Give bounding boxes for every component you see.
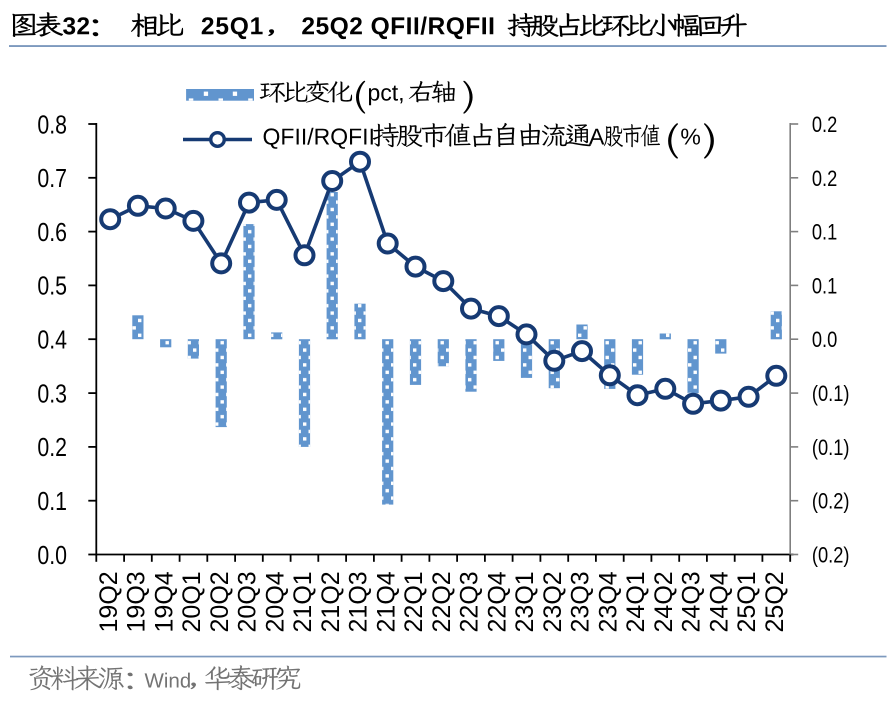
svg-text:20Q3: 20Q3	[234, 571, 262, 632]
svg-text:21Q1: 21Q1	[289, 571, 317, 632]
svg-text:20Q2: 20Q2	[206, 571, 234, 632]
svg-text:24Q2: 24Q2	[650, 571, 678, 632]
svg-text:0.2: 0.2	[812, 113, 837, 137]
svg-text:0.6: 0.6	[37, 218, 67, 248]
svg-text:0.1: 0.1	[812, 221, 837, 245]
svg-text:24Q4: 24Q4	[705, 571, 733, 632]
svg-text:22Q4: 22Q4	[483, 571, 511, 632]
svg-text:0.8: 0.8	[37, 110, 67, 140]
svg-text:19Q3: 19Q3	[123, 571, 151, 632]
svg-text:20Q4: 20Q4	[261, 571, 289, 632]
svg-text:21Q3: 21Q3	[345, 571, 373, 632]
svg-text:0.0: 0.0	[37, 541, 67, 571]
svg-text:0.1: 0.1	[812, 275, 837, 299]
svg-text:0.3: 0.3	[37, 379, 67, 409]
svg-text:19Q2: 19Q2	[95, 571, 123, 632]
svg-text:21Q2: 21Q2	[317, 571, 345, 632]
svg-text:(0.2): (0.2)	[812, 544, 850, 568]
svg-text:22Q1: 22Q1	[400, 571, 428, 632]
svg-text:21Q4: 21Q4	[372, 571, 400, 632]
svg-text:23Q2: 23Q2	[539, 571, 567, 632]
svg-text:23Q4: 23Q4	[594, 571, 622, 632]
svg-text:0.5: 0.5	[37, 272, 67, 302]
svg-text:19Q4: 19Q4	[150, 571, 178, 632]
svg-text:0.4: 0.4	[37, 326, 67, 356]
svg-text:24Q1: 24Q1	[622, 571, 650, 632]
svg-text:23Q3: 23Q3	[567, 571, 595, 632]
svg-text:0.7: 0.7	[37, 164, 67, 194]
svg-text:20Q1: 20Q1	[178, 571, 206, 632]
svg-text:25Q2: 25Q2	[761, 571, 789, 632]
svg-text:0.2: 0.2	[37, 433, 67, 463]
svg-text:25Q1: 25Q1	[733, 571, 761, 632]
svg-text:(0.1): (0.1)	[812, 383, 850, 407]
svg-text:22Q3: 22Q3	[456, 571, 484, 632]
svg-text:0.1: 0.1	[37, 487, 67, 517]
svg-text:(0.1): (0.1)	[812, 436, 850, 460]
svg-text:24Q3: 24Q3	[678, 571, 706, 632]
svg-text:0.2: 0.2	[812, 167, 837, 191]
svg-text:23Q1: 23Q1	[511, 571, 539, 632]
svg-text:22Q2: 22Q2	[428, 571, 456, 632]
svg-text:(0.2): (0.2)	[812, 490, 850, 514]
svg-text:0.0: 0.0	[812, 329, 837, 353]
